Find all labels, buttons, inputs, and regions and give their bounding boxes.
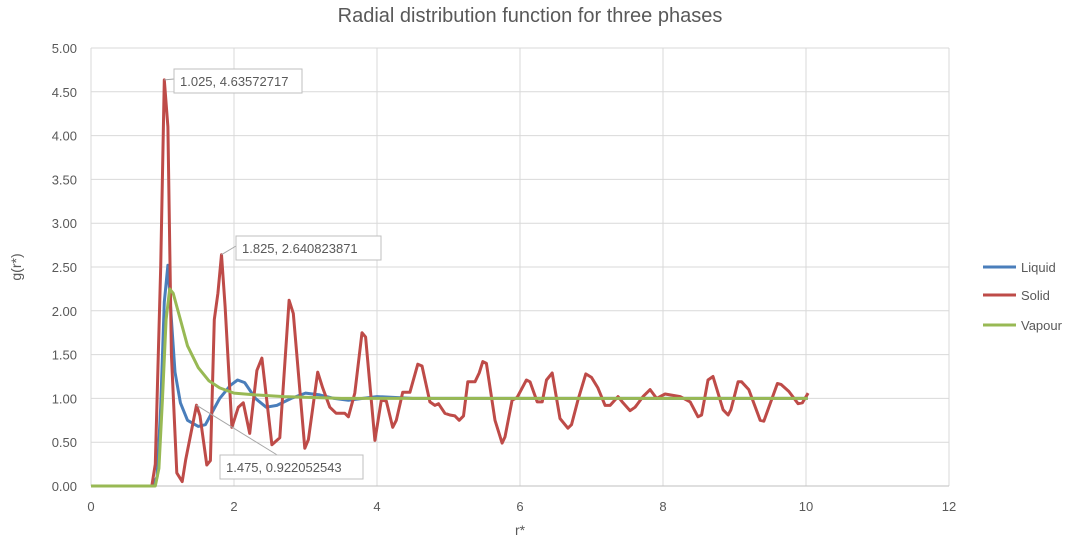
x-tick-label: 8 bbox=[659, 499, 666, 514]
annotation-leader bbox=[196, 404, 278, 456]
x-axis-ticks: 0 2 4 6 8 10 12 bbox=[87, 499, 956, 514]
annotation-box bbox=[219, 454, 364, 480]
series-lines bbox=[91, 78, 810, 488]
y-tick-label: 1.50 bbox=[52, 348, 77, 363]
y-tick-label: 2.50 bbox=[52, 260, 77, 275]
legend-label-vapour: Vapour bbox=[1021, 318, 1063, 333]
y-tick-label: 1.00 bbox=[52, 391, 77, 406]
y-tick-label: 2.00 bbox=[52, 304, 77, 319]
legend-label-solid: Solid bbox=[1021, 288, 1050, 303]
y-axis-label: g(r*) bbox=[8, 253, 24, 280]
annotation-label: 1.475, 0.922052543 bbox=[226, 460, 342, 475]
annotation-label: 1.825, 2.640823871 bbox=[242, 241, 358, 256]
x-axis-label: r* bbox=[515, 522, 526, 538]
y-axis-ticks: 0.00 0.50 1.00 1.50 2.00 2.50 3.00 3.50 4.00 4.50… bbox=[52, 41, 77, 494]
y-tick-label: 0.00 bbox=[52, 479, 77, 494]
x-tick-label: 10 bbox=[799, 499, 813, 514]
y-tick-label: 0.50 bbox=[52, 435, 77, 450]
x-tick-label: 6 bbox=[516, 499, 523, 514]
data-annotations: 1.025, 4.63572717 1.825, 2.640823871 1.475… bbox=[164, 68, 382, 480]
y-tick-label: 4.50 bbox=[52, 85, 77, 100]
annotation-box bbox=[235, 235, 382, 261]
x-tick-label: 4 bbox=[373, 499, 380, 514]
gridlines bbox=[90, 47, 950, 487]
series-line-vapour bbox=[91, 287, 808, 488]
y-tick-label: 5.00 bbox=[52, 41, 77, 56]
series-line-liquid bbox=[91, 263, 808, 488]
annotation-box bbox=[173, 68, 303, 94]
y-tick-label: 3.00 bbox=[52, 216, 77, 231]
annotation-label: 1.025, 4.63572717 bbox=[180, 74, 288, 89]
x-tick-label: 12 bbox=[942, 499, 956, 514]
annotation-leader bbox=[221, 245, 237, 256]
y-tick-label: 4.00 bbox=[52, 129, 77, 144]
chart-title: Radial distribution function for three p… bbox=[338, 5, 723, 27]
legend: Liquid Solid Vapour bbox=[983, 260, 1063, 333]
series-line-solid bbox=[91, 78, 810, 488]
annotation-leader bbox=[164, 78, 175, 81]
x-tick-label: 0 bbox=[87, 499, 94, 514]
y-tick-label: 3.50 bbox=[52, 172, 77, 187]
x-tick-label: 2 bbox=[230, 499, 237, 514]
legend-label-liquid: Liquid bbox=[1021, 260, 1056, 275]
